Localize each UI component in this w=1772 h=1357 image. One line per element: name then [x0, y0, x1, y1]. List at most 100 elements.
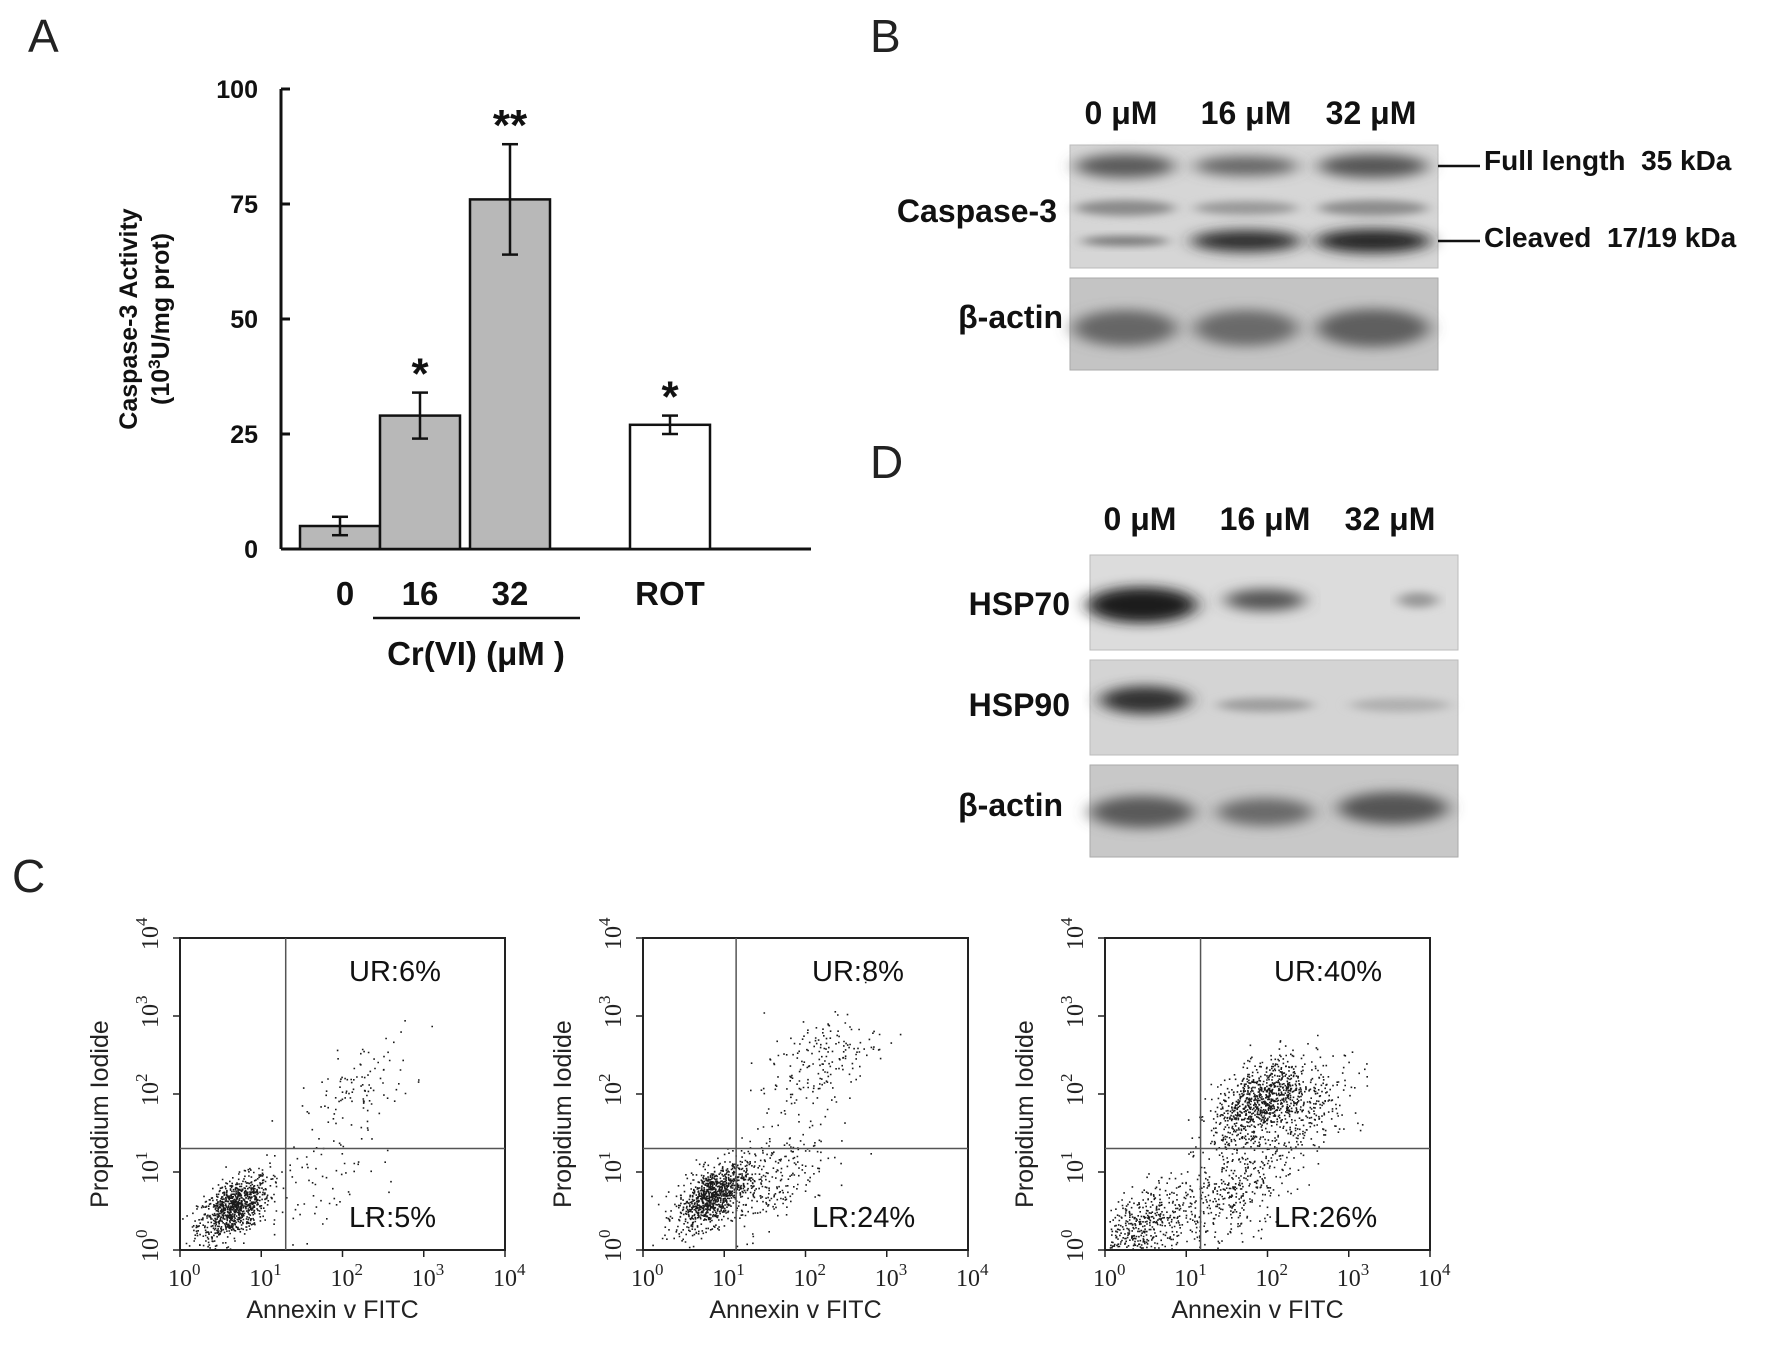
- event-dot-cloud: [182, 1020, 433, 1250]
- y-axis-ticks: 0 25 50 75 100: [216, 76, 290, 564]
- panel-letter-a: A: [28, 10, 59, 62]
- event-dots: [182, 1020, 433, 1250]
- event-dot-cloud: [651, 981, 902, 1249]
- event-dots: [1109, 1034, 1369, 1250]
- blot-b-lane-label: 0 μM: [1085, 95, 1158, 131]
- panel-letter-d: D: [870, 436, 903, 488]
- y-tick-label: 104: [1057, 917, 1089, 950]
- y-tick-label: 103: [132, 996, 164, 1029]
- y-tick-label: 75: [230, 191, 258, 219]
- y-axis-label: Propidium Iodide: [86, 1020, 114, 1208]
- blot-d-lane-label: 16 μM: [1220, 501, 1311, 537]
- blot-b-row-label: Caspase-3: [897, 193, 1057, 229]
- y-tick-label: 102: [132, 1074, 164, 1107]
- panel-letter-c: C: [12, 850, 45, 902]
- x-tick-label: 104: [493, 1260, 526, 1292]
- y-axis-label-prefix: (10: [147, 369, 175, 405]
- upper-right-percentage: UR:8%: [812, 956, 904, 988]
- y-tick-label: 101: [595, 1152, 627, 1185]
- significance-mark: *: [411, 350, 429, 399]
- plot-frame: [179, 937, 506, 1251]
- cleaved-band-label: Cleaved 17/19 kDa: [1484, 222, 1737, 253]
- blot-d-row-label: HSP70: [969, 586, 1070, 622]
- blot-d-hsp70-strip: [1087, 554, 1459, 651]
- y-tick-label: 100: [595, 1230, 627, 1263]
- x-tick-label: 100: [1093, 1260, 1126, 1292]
- y-tick-label: 50: [230, 306, 258, 334]
- y-tick-label: 103: [1057, 996, 1089, 1029]
- flow-cytometry-plots: UR:6%LR:5%100100101101102102103103104104…: [86, 917, 1451, 1324]
- blot-b-row-label: β-actin: [958, 299, 1063, 335]
- category-label: 0: [336, 575, 354, 612]
- category-label: ROT: [635, 575, 705, 612]
- y-tick-label: 100: [1057, 1230, 1089, 1263]
- group-label: Cr(VI) (μM ): [387, 635, 565, 672]
- x-tick-label: 104: [1418, 1260, 1451, 1292]
- blot-b-lane-label: 32 μM: [1326, 95, 1417, 131]
- y-tick-label: 102: [595, 1074, 627, 1107]
- category-label: 16: [402, 575, 439, 612]
- blot-d-row-label: HSP90: [969, 687, 1070, 723]
- lower-right-percentage: LR:24%: [812, 1202, 915, 1234]
- upper-right-percentage: UR:6%: [349, 956, 441, 988]
- bars: [298, 198, 712, 551]
- lower-right-percentage: LR:5%: [349, 1202, 436, 1234]
- x-axis-label: Annexin v FITC: [709, 1296, 881, 1324]
- x-axis-label: Annexin v FITC: [246, 1296, 418, 1324]
- y-tick-label: 103: [595, 996, 627, 1029]
- y-axis-label-suffix: U/mg prot): [147, 233, 175, 359]
- event-dot-cloud: [1109, 1034, 1369, 1250]
- x-axis-label: Annexin v FITC: [1171, 1296, 1343, 1324]
- blot-b-lane-label: 16 μM: [1201, 95, 1292, 131]
- x-tick-label: 103: [412, 1260, 445, 1292]
- full-length-band-label: Full length 35 kDa: [1484, 145, 1732, 176]
- y-axis-label: Propidium Iodide: [549, 1020, 577, 1208]
- y-tick-label: 0: [244, 536, 258, 564]
- significance-marks: ****: [411, 101, 679, 421]
- y-tick-label: 104: [595, 917, 627, 950]
- blot-b-caspase3-strip: [1069, 144, 1439, 269]
- y-axis-label-line1: Caspase-3 Activity: [115, 208, 143, 429]
- plot-frame: [1104, 937, 1431, 1251]
- category-label: 32: [492, 575, 529, 612]
- y-tick-label: 100: [132, 1230, 164, 1263]
- lower-right-percentage: LR:26%: [1274, 1202, 1377, 1234]
- x-tick-label: 101: [249, 1260, 282, 1292]
- y-tick-label: 104: [132, 917, 164, 950]
- y-axis-label: Propidium Iodide: [1011, 1020, 1039, 1208]
- blot-d-row-label: β-actin: [958, 787, 1063, 823]
- x-tick-label: 101: [712, 1260, 745, 1292]
- blot-b-actin-strip: [1069, 277, 1439, 371]
- x-tick-label: 104: [956, 1260, 989, 1292]
- x-tick-label: 100: [168, 1260, 201, 1292]
- y-tick-label: 102: [1057, 1074, 1089, 1107]
- event-dots: [651, 981, 902, 1249]
- x-tick-label: 100: [631, 1260, 664, 1292]
- blot-d-hsp90-strip: [1089, 659, 1459, 756]
- x-tick-label: 103: [1337, 1260, 1370, 1292]
- significance-mark: **: [493, 101, 528, 150]
- hsp-western-blot: 0 μM 16 μM 32 μM HSP70 HSP90 β-actin: [958, 501, 1459, 858]
- error-bars: [332, 142, 678, 537]
- upper-right-percentage: UR:40%: [1274, 956, 1382, 988]
- significance-mark: *: [661, 373, 679, 422]
- bar: [468, 198, 552, 551]
- y-axis-label-line2: (103U/mg prot): [145, 233, 175, 405]
- x-tick-label: 102: [794, 1260, 827, 1292]
- x-tick-label: 101: [1174, 1260, 1207, 1292]
- caspase3-western-blot: 0 μM 16 μM 32 μM Caspase-3 β-actin: [897, 95, 1737, 371]
- x-tick-label: 102: [331, 1260, 364, 1292]
- category-labels: 0 16 32 ROT: [336, 575, 705, 612]
- panel-letter-b: B: [870, 10, 901, 62]
- blot-d-lane-label: 32 μM: [1345, 501, 1436, 537]
- y-tick-label: 100: [216, 76, 258, 104]
- y-axis-label-superscript: 3: [145, 359, 164, 368]
- y-tick-label: 101: [132, 1152, 164, 1185]
- bar: [628, 423, 712, 551]
- x-tick-label: 103: [875, 1260, 908, 1292]
- blot-d-lane-label: 0 μM: [1104, 501, 1177, 537]
